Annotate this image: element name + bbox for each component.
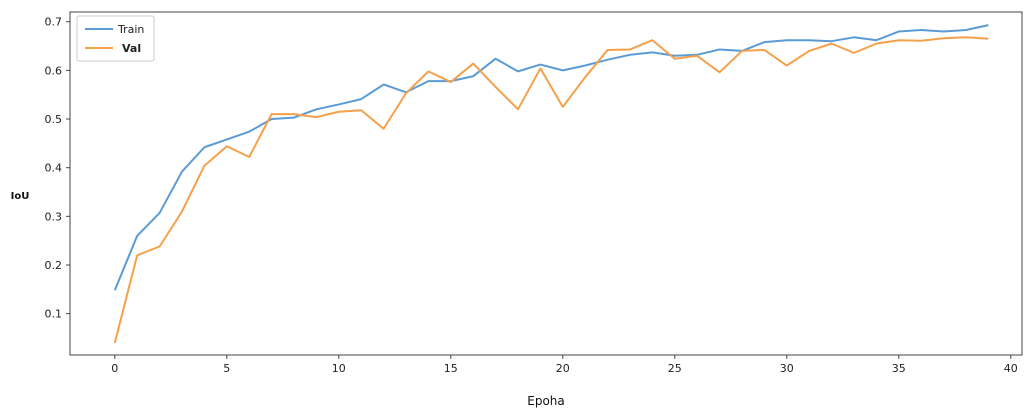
y-axis-ticks: 0.1 0.2 0.3 0.4 0.5 0.6 0.7	[45, 16, 70, 321]
y-tick-label: 0.5	[45, 113, 63, 126]
x-axis-label: Epoha	[527, 394, 565, 408]
y-tick-label: 0.7	[45, 16, 63, 29]
x-tick-label: 5	[223, 362, 230, 375]
legend-train-label: Train	[117, 23, 144, 36]
y-tick-label: 0.6	[45, 64, 63, 77]
legend: Train Val	[76, 15, 155, 62]
series-layer	[113, 24, 989, 344]
x-axis-ticks: 0 5 10 15 20 25 30 35 40	[111, 355, 1018, 375]
legend-val-label: Val	[122, 42, 141, 55]
y-tick-label: 0.2	[45, 259, 63, 272]
series-line-train	[113, 24, 989, 291]
x-tick-label: 10	[332, 362, 346, 375]
x-tick-label: 0	[111, 362, 118, 375]
y-tick-label: 0.1	[45, 308, 63, 321]
x-tick-label: 25	[668, 362, 682, 375]
x-tick-label: 35	[892, 362, 906, 375]
y-tick-label: 0.3	[45, 210, 63, 223]
legend-box	[76, 15, 155, 62]
series-line-val	[113, 36, 989, 344]
x-tick-label: 30	[780, 362, 794, 375]
x-tick-label: 40	[1004, 362, 1018, 375]
y-axis-label: IoU	[11, 191, 30, 202]
plot-frame	[69, 11, 1023, 356]
x-tick-label: 15	[444, 362, 458, 375]
y-tick-label: 0.4	[45, 162, 63, 175]
x-tick-label: 20	[556, 362, 570, 375]
